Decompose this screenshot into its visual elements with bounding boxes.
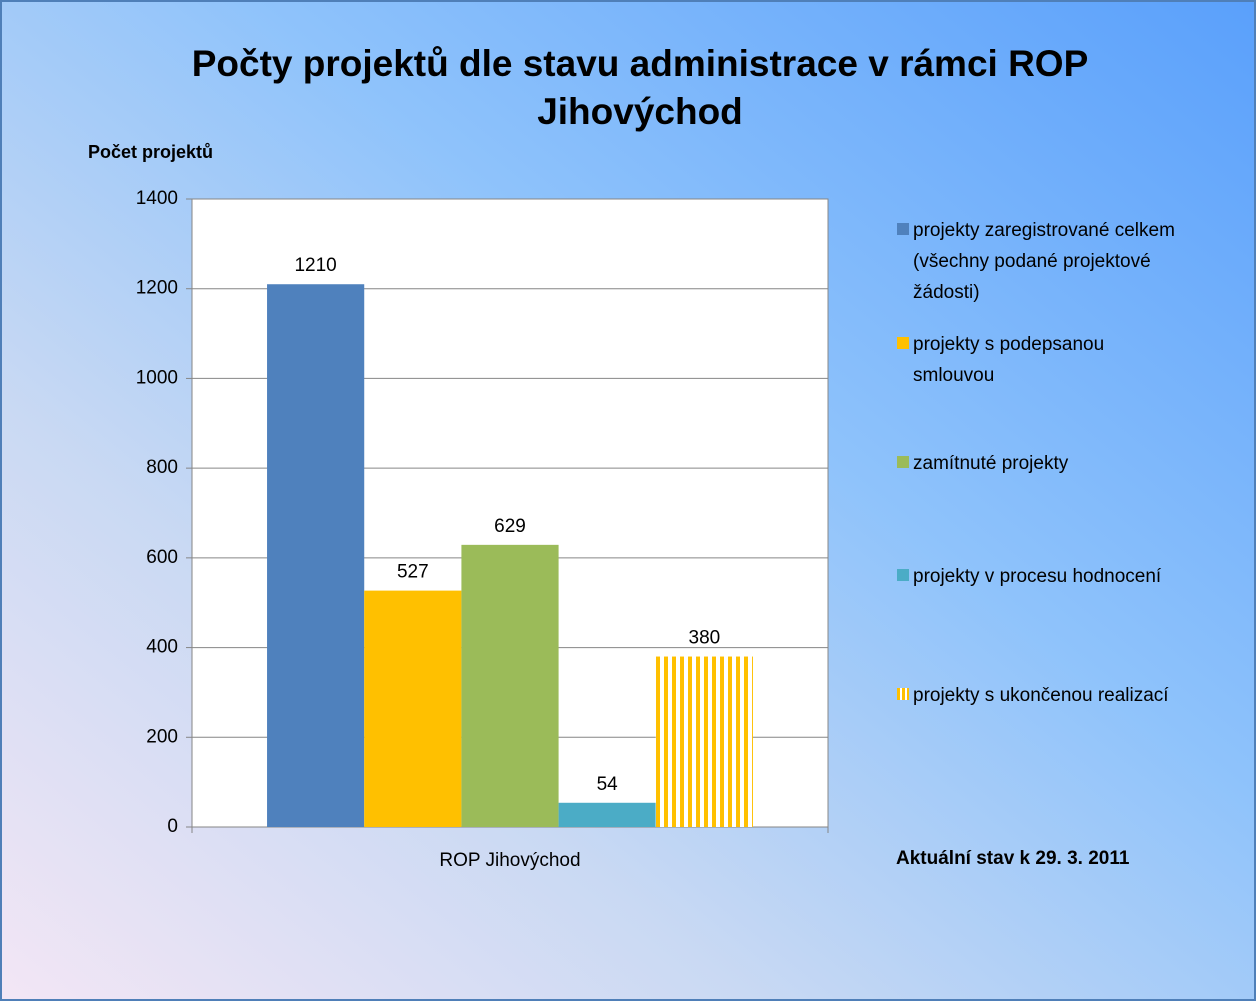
legend-swatch xyxy=(897,223,909,235)
legend-label: projekty s ukončenou realizací xyxy=(913,685,1169,706)
data-label: 380 xyxy=(689,628,721,649)
y-tick-label: 400 xyxy=(146,637,178,658)
legend-item: projekty v procesu hodnocení xyxy=(897,561,1256,592)
data-label: 54 xyxy=(597,774,619,795)
y-tick-label: 0 xyxy=(167,816,178,837)
x-tick-label: ROP Jihovýchod xyxy=(439,850,580,871)
legend-label: projekty zaregistrované celkem (všechny … xyxy=(913,220,1175,303)
y-axis-label: Počet projektů xyxy=(88,142,214,162)
bar xyxy=(267,284,365,827)
y-tick-label: 1000 xyxy=(136,367,178,388)
legend-label: projekty s podepsanou smlouvou xyxy=(913,334,1105,386)
bar xyxy=(558,802,656,827)
legend-swatch xyxy=(897,688,909,700)
legend-item: projekty s podepsanou smlouvou xyxy=(897,329,1137,391)
bar xyxy=(364,590,462,827)
legend-swatch xyxy=(897,337,909,349)
data-label: 1210 xyxy=(294,255,336,276)
data-label: 629 xyxy=(494,516,526,537)
y-tick-label: 1400 xyxy=(136,188,178,209)
y-tick-label: 800 xyxy=(146,457,178,478)
legend-label: zamítnuté projekty xyxy=(913,453,1069,474)
legend-item: zamítnuté projekty xyxy=(897,448,1256,479)
legend-label: projekty v procesu hodnocení xyxy=(913,566,1162,587)
legend-item: projekty s ukončenou realizací xyxy=(897,680,1256,711)
bar xyxy=(461,544,559,827)
y-tick-label: 1200 xyxy=(136,278,178,299)
y-tick-label: 600 xyxy=(146,547,178,568)
chart-title: Počty projektů dle stavu administrace v … xyxy=(191,43,1089,132)
legend-item: projekty zaregistrované celkem (všechny … xyxy=(897,215,1187,308)
annotation: Aktuální stav k 29. 3. 2011 xyxy=(896,848,1130,869)
data-label: 527 xyxy=(397,562,429,583)
bar xyxy=(655,656,753,827)
y-tick-label: 200 xyxy=(146,726,178,747)
legend-swatch xyxy=(897,456,909,468)
legend-swatch xyxy=(897,569,909,581)
